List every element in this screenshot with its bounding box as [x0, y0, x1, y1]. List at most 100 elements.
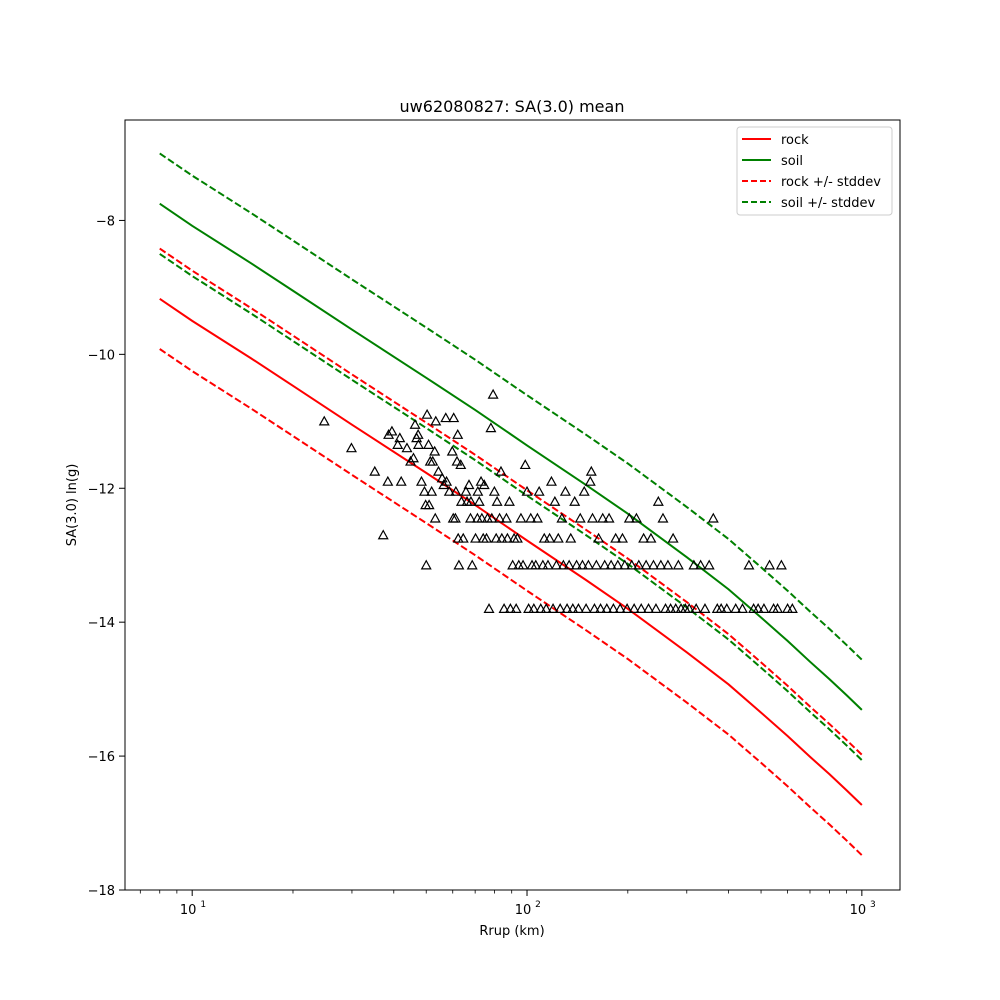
observation-point	[530, 559, 542, 570]
observation-point	[580, 603, 592, 613]
observation-point	[318, 415, 330, 426]
observation-point	[605, 559, 617, 570]
observation-point	[472, 485, 484, 496]
observation-point	[436, 472, 448, 483]
observation-point	[552, 532, 564, 543]
series-line-2	[159, 247, 863, 756]
observation-point	[515, 512, 527, 523]
observation-point	[764, 559, 776, 570]
observation-point	[423, 499, 435, 510]
x-tick-label: 10	[850, 903, 867, 918]
observation-point	[488, 485, 500, 496]
observation-point	[683, 603, 695, 613]
observation-point	[707, 512, 719, 523]
observation-point	[571, 559, 583, 570]
observation-point	[584, 475, 596, 486]
observation-point	[441, 475, 453, 486]
observation-point	[670, 603, 682, 613]
observation-point	[429, 445, 441, 456]
observation-point	[542, 559, 554, 570]
legend-label: rock	[781, 133, 809, 148]
observation-point	[556, 512, 568, 523]
series-line-0	[159, 297, 863, 806]
observation-point	[545, 475, 557, 486]
legend-box	[736, 126, 893, 216]
observation-point	[494, 512, 506, 523]
observation-point	[395, 475, 407, 486]
observation-point	[382, 475, 394, 486]
observation-point	[633, 559, 645, 570]
observation-point	[559, 485, 571, 496]
observation-point	[345, 442, 357, 453]
y-axis: −18 −16 −14 −12 −10 −8	[88, 214, 125, 899]
observation-point	[440, 412, 452, 423]
observation-point	[736, 603, 748, 613]
observation-point	[772, 603, 784, 613]
observation-point	[642, 603, 655, 613]
observation-point	[549, 495, 561, 506]
observation-point	[377, 529, 389, 540]
observation-point	[616, 532, 628, 543]
observation-point	[647, 559, 659, 570]
observation-point	[540, 603, 552, 613]
observation-point	[446, 445, 458, 456]
observation-point	[623, 512, 635, 523]
observation-point	[610, 532, 622, 543]
observation-point	[586, 512, 599, 523]
observation-point	[438, 479, 450, 490]
observation-point	[476, 512, 488, 523]
observation-point	[538, 532, 550, 543]
observation-point	[574, 512, 586, 523]
observation-point	[501, 532, 513, 543]
observation-point	[628, 603, 640, 613]
observation-point	[457, 532, 469, 543]
observation-point	[369, 465, 381, 476]
observation-point	[565, 532, 577, 543]
observation-point	[547, 603, 559, 613]
observation-point	[405, 455, 417, 466]
observation-point	[593, 532, 605, 543]
observation-point	[599, 559, 611, 570]
observation-point	[423, 439, 435, 449]
plot-area	[159, 152, 863, 856]
observation-point	[535, 603, 547, 613]
observation-point	[730, 603, 742, 613]
observation-point	[483, 603, 495, 613]
observation-point	[601, 603, 613, 613]
observation-point	[452, 428, 464, 439]
y-tick-label: −18	[88, 884, 115, 899]
observation-point	[421, 408, 433, 419]
observation-point	[630, 512, 642, 523]
observation-point	[640, 559, 652, 570]
series-line-4	[159, 152, 863, 661]
observation-point	[703, 559, 715, 570]
observation-point	[657, 512, 669, 523]
observation-point	[443, 485, 455, 496]
observation-point	[525, 512, 537, 523]
observation-point	[465, 495, 477, 506]
observation-point	[383, 428, 395, 439]
observation-point	[569, 495, 581, 506]
observation-point	[511, 532, 523, 543]
observation-point	[464, 512, 477, 523]
observation-point	[775, 559, 787, 570]
legend-label: soil +/- stddev	[781, 196, 876, 211]
observation-point	[451, 455, 463, 466]
observation-point	[412, 439, 424, 449]
y-tick-label: −16	[88, 750, 115, 765]
observation-point	[597, 512, 609, 523]
observation-point	[758, 603, 770, 613]
observation-point	[645, 532, 657, 543]
y-tick-label: −12	[88, 482, 115, 497]
observation-point	[448, 412, 460, 423]
observation-point	[510, 603, 522, 613]
observation-point	[473, 495, 485, 506]
observation-point	[563, 559, 575, 570]
observation-point	[486, 512, 498, 523]
observation-point	[415, 475, 428, 486]
observation-point	[429, 512, 441, 523]
observation-point	[426, 485, 438, 496]
legend-label: rock +/- stddev	[781, 175, 881, 190]
x-tick-exponent: 2	[535, 900, 541, 910]
x-tick-exponent: 3	[870, 900, 876, 910]
